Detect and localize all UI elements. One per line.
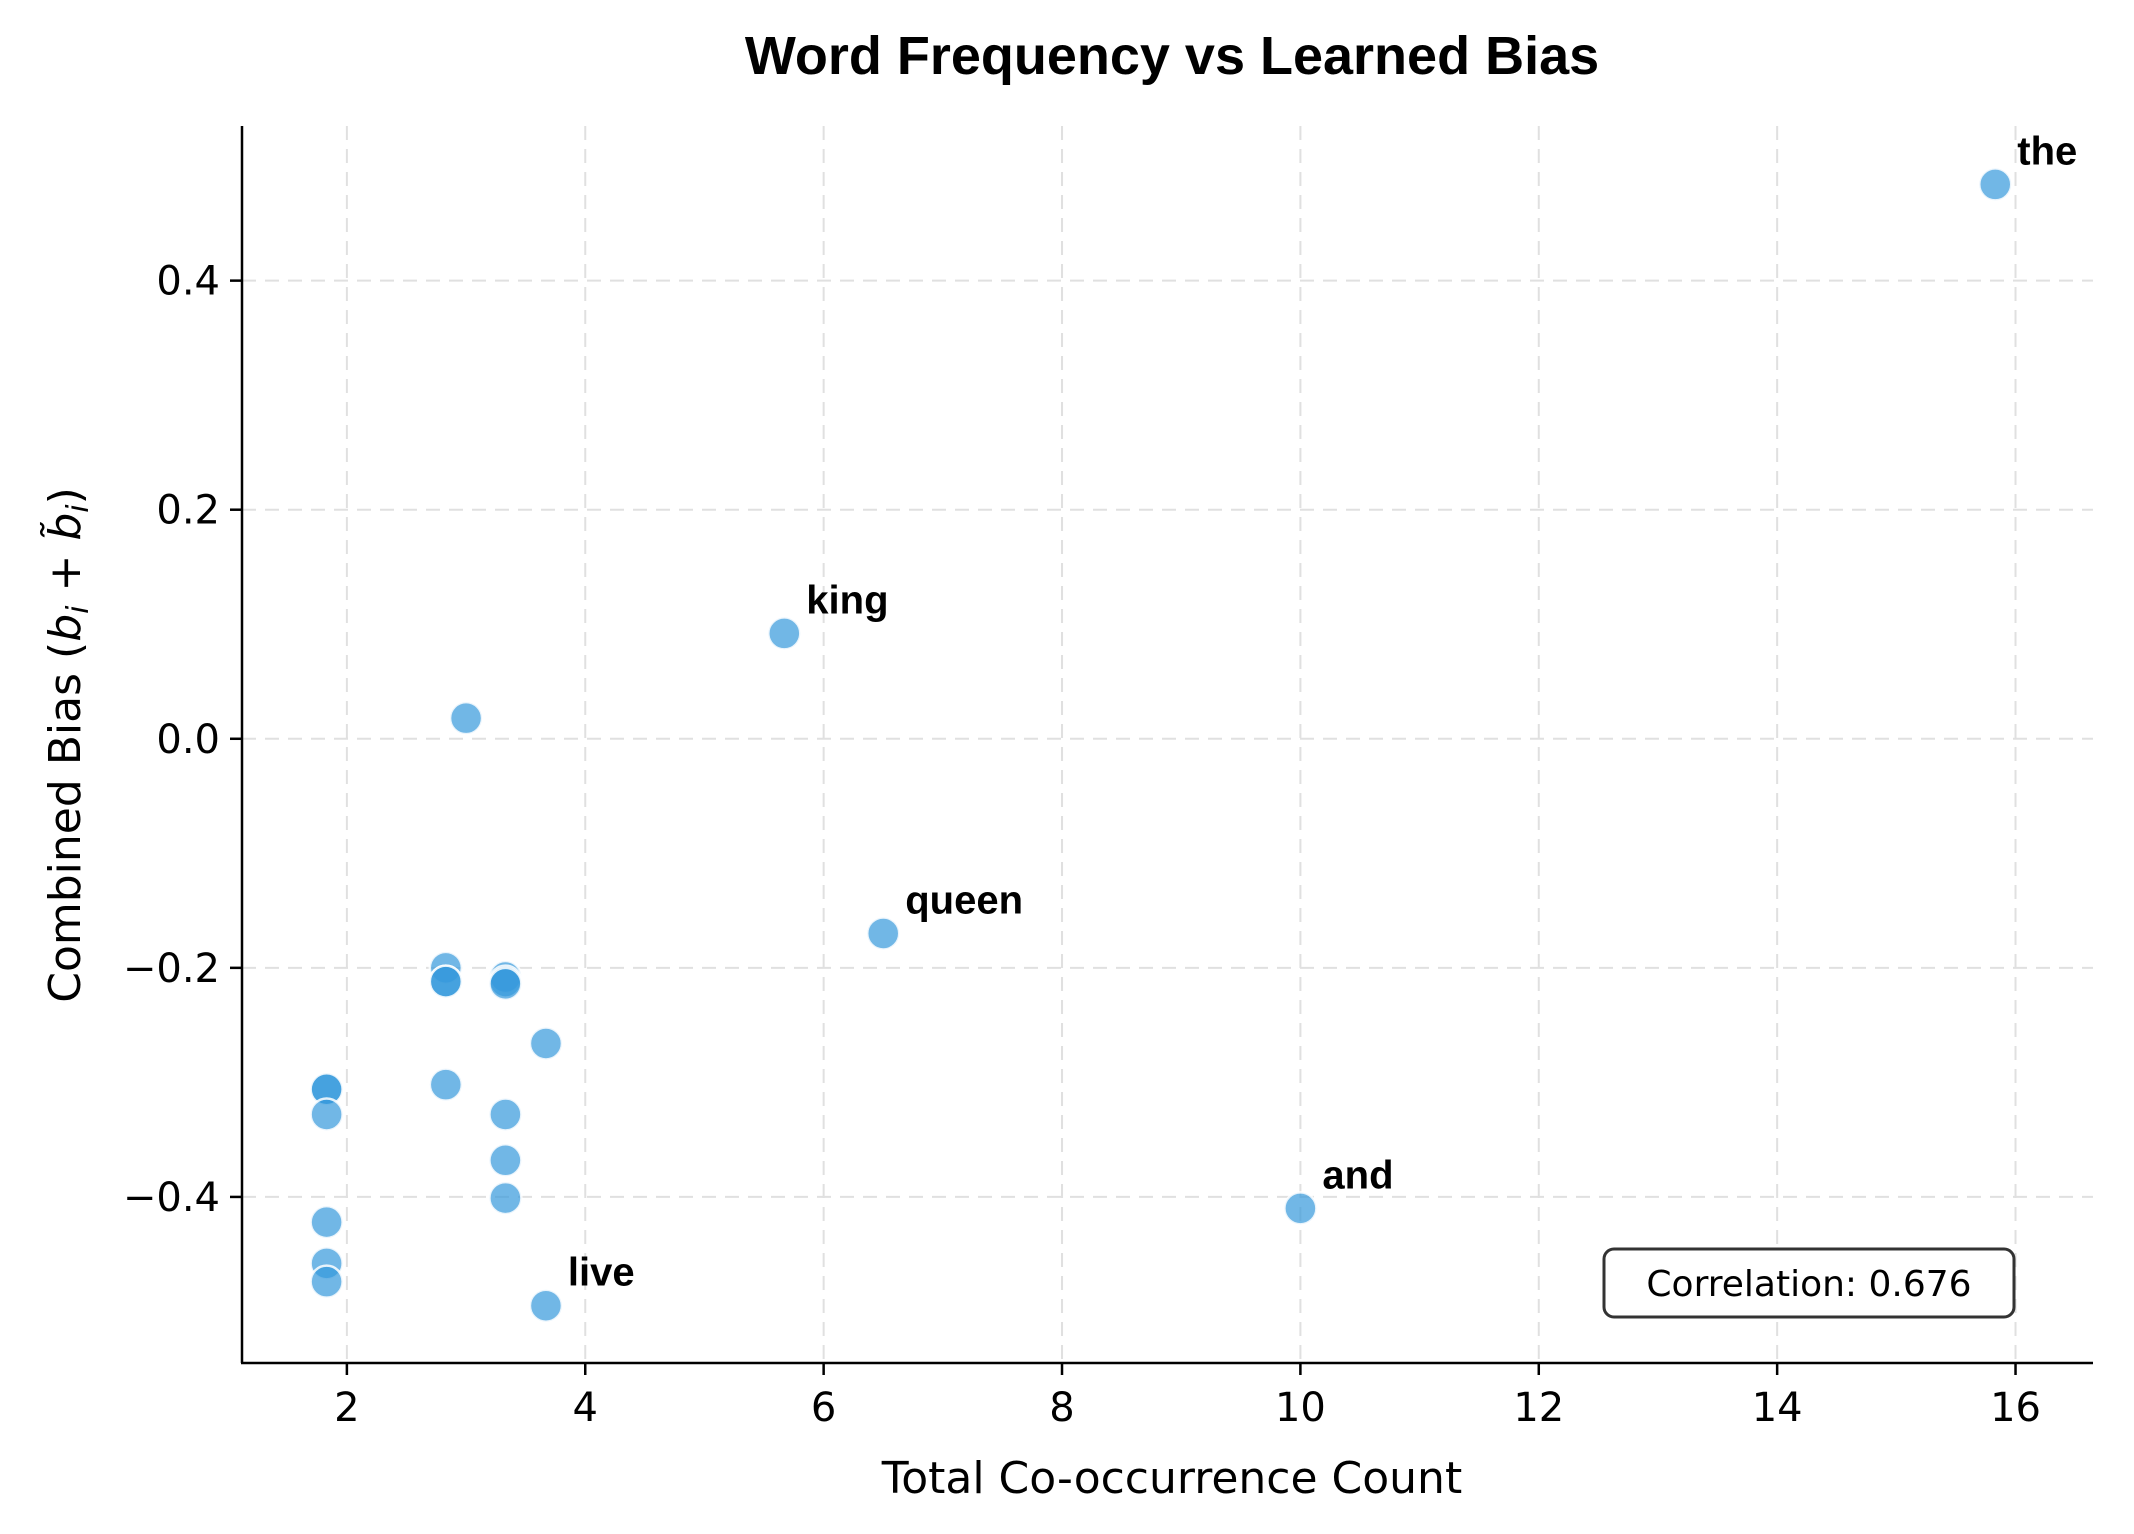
y-tick-label: −0.2 (123, 946, 220, 992)
x-tick-label: 2 (334, 1385, 359, 1431)
x-axis-ticks: 2 4 6 8 10 12 14 16 (334, 1363, 2041, 1431)
correlation-text: Correlation: 0.676 (1646, 1264, 1971, 1305)
data-point (309, 1264, 344, 1299)
x-axis-label: Total Co-occurrence Count (881, 1453, 1462, 1504)
data-point (767, 616, 802, 651)
point-label-live: live (568, 1251, 635, 1295)
data-point (309, 1097, 344, 1132)
y-axis-label-plus: + (40, 541, 91, 606)
data-point (528, 1288, 564, 1323)
data-point (309, 1204, 344, 1240)
correlation-box (1602, 1247, 2016, 1319)
x-tick-label: 16 (1990, 1385, 2041, 1431)
data-point (1978, 167, 2013, 202)
y-axis-label-prefix: Combined Bias ( (40, 642, 91, 1003)
y-axis-label-b2: b̃ (38, 513, 91, 541)
data-point (428, 1067, 464, 1102)
y-axis-label: Combined Bias (bi + b̃i) (38, 487, 96, 1003)
x-tick-label: 4 (573, 1385, 598, 1431)
y-axis-label-suffix: ) (40, 487, 91, 504)
point-label-and: and (1322, 1153, 1393, 1197)
correlation-annotation: Correlation: 0.676 (1602, 1247, 2016, 1319)
grid-lines (242, 126, 2093, 1363)
data-point (488, 1097, 523, 1132)
y-axis-label-b1: b (40, 614, 91, 642)
y-tick-label: 0.2 (156, 488, 220, 534)
x-tick-label: 10 (1275, 1385, 1326, 1431)
point-labels: the king queen and live (568, 129, 2077, 1294)
y-tick-label: 0.0 (156, 717, 220, 763)
x-tick-label: 14 (1752, 1385, 1803, 1431)
point-label-the: the (2017, 129, 2077, 173)
data-point (488, 1143, 523, 1178)
data-point (448, 700, 484, 736)
y-axis-label-sub2: i (61, 504, 96, 513)
data-point (528, 1026, 564, 1061)
chart-title: Word Frequency vs Learned Bias (745, 26, 1599, 86)
x-tick-label: 6 (811, 1385, 836, 1431)
y-tick-label: −0.4 (123, 1175, 220, 1221)
y-tick-label: 0.4 (156, 259, 220, 305)
point-label-king: king (806, 578, 888, 622)
data-point (1283, 1191, 1318, 1226)
data-point (488, 1180, 523, 1216)
point-label-queen: queen (905, 878, 1023, 922)
x-tick-label: 12 (1513, 1385, 1564, 1431)
data-point (865, 916, 901, 951)
data-point (488, 966, 523, 1002)
data-points (309, 167, 2013, 1323)
y-axis-ticks: −0.4 −0.2 0.0 0.2 0.4 (123, 259, 242, 1221)
x-tick-label: 8 (1049, 1385, 1074, 1431)
data-point (428, 964, 464, 999)
y-axis-label-sub1: i (61, 605, 96, 614)
